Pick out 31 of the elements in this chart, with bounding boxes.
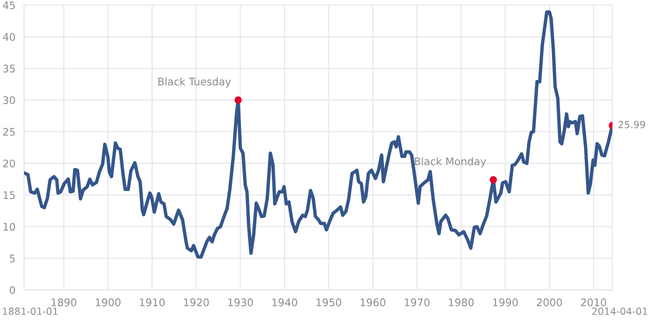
x-tick-label: 2000 — [536, 298, 562, 306]
line-series — [24, 10, 612, 259]
x-tick-label: 1900 — [96, 298, 120, 306]
y-tick-label: 10 — [4, 222, 16, 231]
x-tick-label: 1990 — [493, 298, 518, 306]
annotation: Black Monday — [414, 157, 486, 168]
y-tick-label: 30 — [3, 96, 16, 104]
point — [234, 96, 242, 104]
text: 2014-04-01 — [592, 308, 648, 315]
annotation: 25.99 — [618, 120, 646, 128]
x-tick-label: 1890 — [52, 298, 76, 306]
x-tick-label: 2010 — [581, 298, 606, 306]
y-tick-label: 40 — [2, 32, 16, 41]
y-tick-label: 25 — [3, 128, 15, 136]
x-tick-label: 1960 — [360, 298, 386, 306]
x-tick-label: 1970 — [404, 298, 430, 306]
y-tick-label: 35 — [3, 64, 15, 73]
x-tick-label: 1980 — [448, 298, 474, 306]
x-tick-label: 1950 — [316, 298, 342, 306]
y-tick-label: 20 — [3, 160, 16, 168]
x-tick-label: 1920 — [184, 298, 209, 306]
y-tick-label: 15 — [4, 191, 15, 200]
text: 1881-01-01 — [3, 308, 58, 315]
y-tick-label: 5 — [10, 254, 15, 262]
x-tick-label: 1940 — [272, 298, 298, 306]
annotation: Black Tuesday — [158, 77, 231, 88]
x-tick-label: 1930 — [228, 298, 253, 306]
y-tick-label: 45 — [2, 1, 15, 10]
point — [490, 176, 497, 184]
x-tick-label: 1910 — [140, 298, 165, 306]
y-tick-label: 0 — [10, 286, 16, 294]
